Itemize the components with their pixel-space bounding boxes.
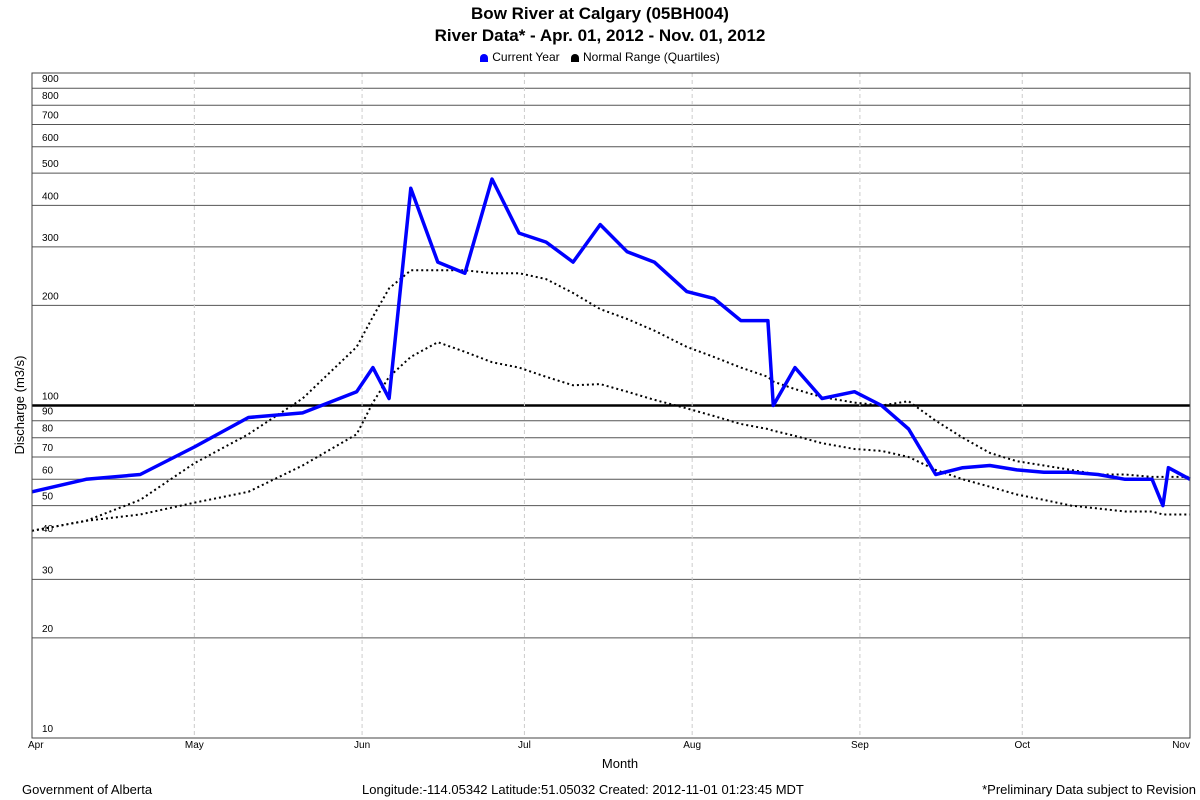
y-tick-label: 700 — [42, 111, 59, 122]
plot-border — [31, 72, 1191, 739]
x-axis-tick-labels: Apr May Jun Jul Aug Sep Oct Nov — [28, 740, 1190, 751]
legend-item-current-year: Current Year — [480, 50, 560, 64]
x-tick-label: Nov — [1172, 740, 1190, 751]
footer-location-created: Longitude:-114.05342 Latitude:51.05032 C… — [362, 782, 804, 797]
y-tick-label: 400 — [42, 191, 59, 202]
y-tick-label: 900 — [42, 74, 59, 85]
y-tick-label: 70 — [42, 443, 54, 454]
y-tick-label: 300 — [42, 233, 59, 244]
y-tick-label: 500 — [42, 159, 59, 170]
x-tick-label: May — [185, 740, 204, 751]
y-axis-label: Discharge (m3/s) — [12, 356, 27, 455]
series-group — [31, 177, 1191, 532]
y-tick-label: 30 — [42, 565, 54, 576]
legend-marker-icon — [571, 53, 579, 62]
x-tick-label: Jul — [518, 740, 531, 751]
legend-marker-icon — [480, 53, 489, 62]
chart-title: Bow River at Calgary (05BH004) — [471, 4, 729, 23]
x-tick-label: Aug — [683, 740, 701, 751]
y-tick-label: 100 — [42, 392, 59, 403]
series-current-year — [31, 177, 1191, 508]
y-tick-label: 90 — [42, 407, 54, 418]
legend-label: Current Year — [492, 50, 560, 64]
legend-label: Normal Range (Quartiles) — [583, 50, 720, 64]
x-tick-label: Oct — [1014, 740, 1030, 751]
series-normal-upper-quartile — [31, 269, 1190, 532]
y-tick-label: 800 — [42, 91, 59, 102]
y-tick-label: 50 — [42, 492, 54, 503]
y-tick-label: 20 — [42, 624, 54, 635]
y-tick-label: 10 — [42, 724, 54, 735]
grid-lines — [31, 73, 1191, 739]
y-tick-label: 40 — [42, 524, 54, 535]
y-tick-label: 80 — [42, 424, 54, 435]
footer-source: Government of Alberta — [22, 782, 153, 797]
chart-legend: Current Year Normal Range (Quartiles) — [0, 50, 1200, 64]
x-axis-label: Month — [602, 756, 638, 771]
chart-subtitle: River Data* - Apr. 01, 2012 - Nov. 01, 2… — [434, 26, 766, 45]
series-normal-lower-quartile — [31, 341, 1190, 532]
y-tick-label: 600 — [42, 133, 59, 144]
x-tick-label: Jun — [354, 740, 370, 751]
legend-item-normal-range: Normal Range (Quartiles) — [571, 50, 720, 64]
y-tick-label: 200 — [42, 291, 59, 302]
y-axis-tick-labels: 10 20 30 40 50 60 70 80 90 100 200 300 400 500 600 700 8… — [42, 74, 59, 735]
y-tick-label: 60 — [42, 465, 54, 476]
x-tick-label: Apr — [28, 740, 44, 751]
x-tick-label: Sep — [851, 740, 869, 751]
footer-disclaimer: *Preliminary Data subject to Revision — [982, 782, 1196, 797]
